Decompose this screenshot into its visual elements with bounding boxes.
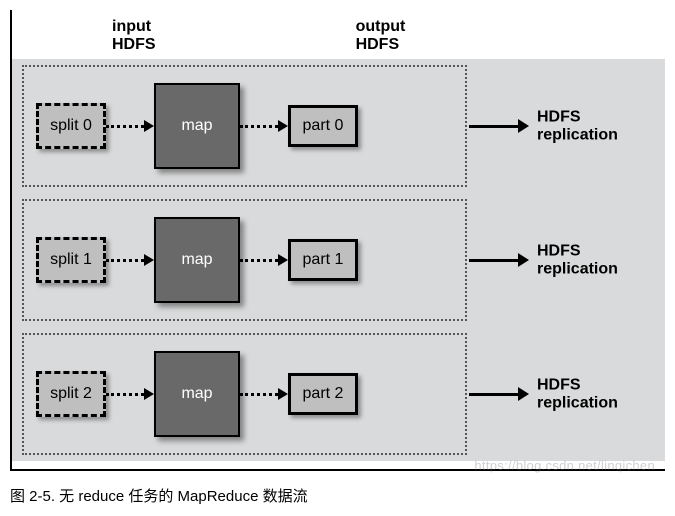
input-hdfs-label: input HDFS — [112, 18, 156, 53]
map-box: map — [154, 83, 240, 169]
split-box: split 0 — [36, 103, 106, 149]
lane-0: split 0 map part 0 HDFS replication — [22, 65, 467, 187]
solid-arrow-icon — [469, 389, 529, 399]
dotted-arrow-icon — [106, 121, 154, 131]
part-box: part 0 — [288, 105, 358, 147]
lane-2: split 2 map part 2 HDFS replication — [22, 333, 467, 455]
dotted-arrow-icon — [106, 255, 154, 265]
diagram-frame: input HDFS output HDFS split 0 map part … — [10, 10, 665, 471]
hdfs-replication-label: HDFS replication — [537, 243, 618, 278]
dotted-arrow-icon — [240, 121, 288, 131]
solid-arrow-icon — [469, 255, 529, 265]
part-box: part 2 — [288, 373, 358, 415]
dotted-arrow-icon — [240, 389, 288, 399]
hdfs-replication-label: HDFS replication — [537, 377, 618, 412]
header-row: input HDFS output HDFS — [112, 18, 665, 53]
dotted-arrow-icon — [240, 255, 288, 265]
part-box: part 1 — [288, 239, 358, 281]
split-box: split 2 — [36, 371, 106, 417]
dotted-arrow-icon — [106, 389, 154, 399]
lane-1: split 1 map part 1 HDFS replication — [22, 199, 467, 321]
output-hdfs-label: output HDFS — [356, 18, 406, 53]
hdfs-replication-label: HDFS replication — [537, 109, 618, 144]
solid-arrow-container — [469, 255, 529, 265]
figure-caption: 图 2-5. 无 reduce 任务的 MapReduce 数据流 — [10, 485, 665, 506]
solid-arrow-container — [469, 389, 529, 399]
solid-arrow-container — [469, 121, 529, 131]
map-box: map — [154, 351, 240, 437]
watermark-text: https://blog.csdn.net/linqichen — [474, 458, 655, 473]
lanes-wrap: split 0 map part 0 HDFS replication spli… — [22, 65, 467, 455]
split-box: split 1 — [36, 237, 106, 283]
diagram-area: split 0 map part 0 HDFS replication spli… — [12, 59, 665, 461]
solid-arrow-icon — [469, 121, 529, 131]
map-box: map — [154, 217, 240, 303]
